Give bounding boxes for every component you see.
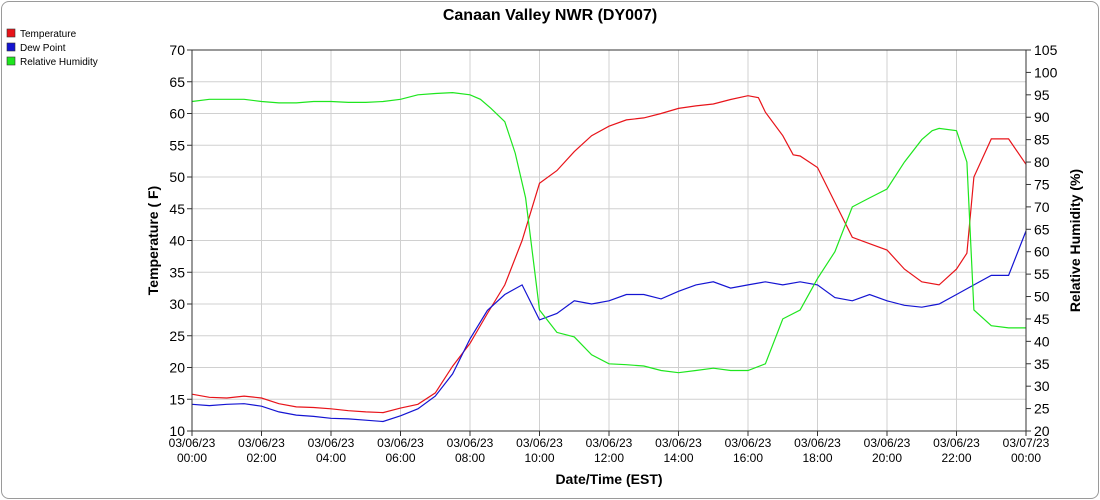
grid [191, 49, 1027, 432]
series-lines [191, 91, 1027, 423]
x-tick-date: 03/06/23 [238, 436, 285, 450]
y2-tick-label: 85 [1034, 132, 1050, 148]
y2-tick-label: 105 [1034, 42, 1058, 58]
y-tick-label: 55 [169, 137, 185, 153]
y-axis-left: 10 15 20 25 30 35 40 45 50 55 60 65 70 [169, 42, 192, 439]
y2-tick-label: 20 [1034, 423, 1050, 439]
y2-tick-label: 70 [1034, 199, 1050, 215]
x-tick-time: 14:00 [663, 451, 693, 465]
y-axis-title: Temperature ( F) [145, 186, 161, 295]
x-tick-time: 08:00 [455, 451, 485, 465]
y-tick-label: 15 [169, 391, 185, 407]
x-tick-date: 03/06/23 [377, 436, 424, 450]
y-tick-label: 65 [169, 74, 185, 90]
y-axis-right: 20 25 30 35 40 45 50 55 60 65 70 75 80 85 90 95 100 105 [1026, 42, 1058, 439]
y2-tick-label: 30 [1034, 378, 1050, 394]
x-tick-time: 22:00 [941, 451, 971, 465]
y-tick-label: 10 [169, 423, 185, 439]
x-tick-time: 12:00 [594, 451, 624, 465]
x-tick-date: 03/07/23 [1003, 436, 1050, 450]
y2-tick-label: 75 [1034, 176, 1050, 192]
y2-tick-label: 80 [1034, 154, 1050, 170]
x-tick-date: 03/06/23 [516, 436, 563, 450]
x-tick-date: 03/06/23 [933, 436, 980, 450]
y-tick-label: 70 [169, 42, 185, 58]
x-axis: 03/06/2300:0003/06/2302:0003/06/2304:000… [169, 431, 1050, 465]
y2-tick-label: 35 [1034, 356, 1050, 372]
x-tick-date: 03/06/23 [308, 436, 355, 450]
y2-tick-label: 45 [1034, 311, 1050, 327]
x-axis-title: Date/Time (EST) [555, 471, 662, 487]
legend-label-temperature: Temperature [20, 29, 77, 40]
y-tick-label: 35 [169, 264, 185, 280]
y2-tick-label: 50 [1034, 289, 1050, 305]
y-tick-label: 50 [169, 169, 185, 185]
y-tick-label: 40 [169, 233, 185, 249]
legend: Temperature Dew Point Relative Humidity [6, 28, 98, 68]
chart-title: Canaan Valley NWR (DY007) [443, 7, 657, 24]
y-tick-label: 45 [169, 201, 185, 217]
y2-tick-label: 100 [1034, 64, 1058, 80]
legend-swatch-relative-humidity [6, 56, 16, 66]
x-tick-date: 03/06/23 [864, 436, 911, 450]
y2-tick-label: 60 [1034, 244, 1050, 260]
series-line-relative-humidity [191, 91, 1026, 374]
x-tick-time: 00:00 [177, 451, 207, 465]
x-tick-time: 10:00 [524, 451, 554, 465]
x-tick-time: 20:00 [872, 451, 902, 465]
y2-tick-label: 40 [1034, 333, 1050, 349]
y2-tick-label: 95 [1034, 87, 1050, 103]
y-tick-label: 60 [169, 106, 185, 122]
y2-tick-label: 90 [1034, 109, 1050, 125]
plot-border [191, 49, 1027, 432]
y2-tick-label: 65 [1034, 221, 1050, 237]
legend-swatch-temperature [6, 28, 16, 38]
y2-tick-label: 25 [1034, 401, 1050, 417]
y-tick-label: 20 [169, 360, 185, 376]
x-tick-date: 03/06/23 [169, 436, 216, 450]
series-line-dew-point [191, 230, 1027, 423]
legend-label-relative-humidity: Relative Humidity [20, 57, 98, 68]
x-tick-time: 16:00 [733, 451, 763, 465]
x-tick-time: 00:00 [1011, 451, 1041, 465]
y2-tick-label: 55 [1034, 266, 1050, 282]
x-tick-time: 06:00 [385, 451, 415, 465]
y-tick-label: 25 [169, 328, 185, 344]
x-tick-date: 03/06/23 [447, 436, 494, 450]
x-tick-time: 18:00 [802, 451, 832, 465]
legend-label-dew-point: Dew Point [20, 43, 66, 54]
x-tick-time: 02:00 [246, 451, 276, 465]
legend-swatch-dew-point [6, 42, 16, 52]
series-line-temperature [191, 95, 1027, 414]
x-tick-date: 03/06/23 [655, 436, 702, 450]
x-tick-date: 03/06/23 [725, 436, 772, 450]
x-tick-date: 03/06/23 [586, 436, 633, 450]
x-tick-date: 03/06/23 [794, 436, 841, 450]
x-tick-time: 04:00 [316, 451, 346, 465]
y-tick-label: 30 [169, 296, 185, 312]
y2-axis-title: Relative Humidity (%) [1067, 169, 1083, 312]
